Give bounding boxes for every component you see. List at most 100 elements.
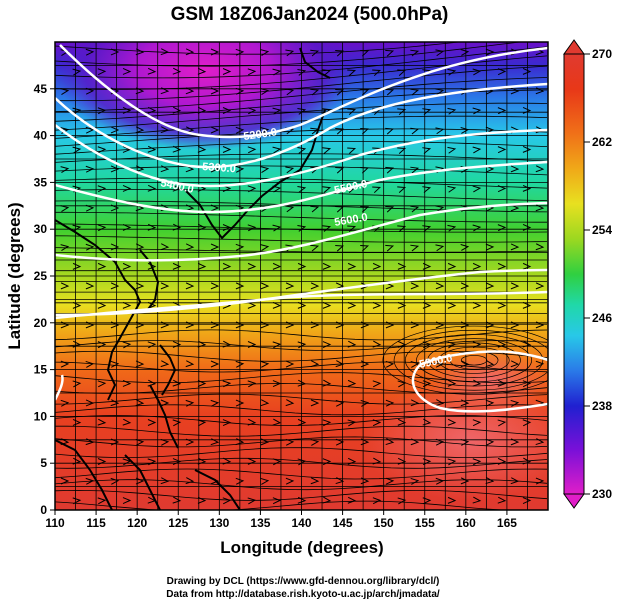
- contour-5800: [55, 290, 548, 320]
- wind-arrowhead: [285, 49, 295, 57]
- wind-arrowhead: [272, 380, 282, 388]
- wind-arrowhead: [260, 360, 270, 368]
- contour-5600: [55, 201, 548, 262]
- wind-arrowhead: [222, 497, 232, 505]
- wind-arrowhead: [272, 262, 282, 270]
- wind-arrowhead: [535, 282, 545, 290]
- wind-arrowhead: [285, 282, 295, 290]
- wind-arrowhead: [397, 225, 407, 232]
- wind-arrowhead: [310, 477, 320, 485]
- colorbar-top-arrow: [563, 39, 585, 55]
- wind-arrowhead: [135, 48, 145, 56]
- wind-arrowhead: [460, 127, 470, 134]
- wind-arrowhead: [347, 69, 357, 77]
- wind-arrowhead: [185, 399, 195, 407]
- wind-arrowhead: [210, 48, 220, 56]
- wind-arrowhead: [385, 244, 395, 252]
- wind-arrowhead: [310, 205, 320, 213]
- wind-arrowhead: [472, 458, 482, 466]
- wind-arrowhead: [247, 301, 257, 309]
- wind-arrowhead: [347, 108, 357, 116]
- wind-arrowhead: [60, 88, 70, 95]
- wind-arrowhead: [122, 379, 132, 387]
- wind-arrowhead: [210, 360, 220, 368]
- wind-arrowhead: [197, 380, 207, 387]
- wind-arrowhead: [447, 496, 457, 504]
- wind-arrowhead: [510, 399, 520, 407]
- streamline-swirl: [393, 329, 548, 391]
- wind-arrowhead: [285, 166, 295, 174]
- wind-arrowhead: [285, 360, 295, 368]
- wind-arrowhead: [435, 127, 445, 135]
- wind-arrowhead: [522, 301, 532, 309]
- wind-arrowhead: [122, 418, 132, 426]
- wind-arrowhead: [210, 126, 220, 134]
- wind-arrowhead: [172, 419, 182, 427]
- wind-arrowhead: [297, 301, 307, 309]
- wind-arrowhead: [422, 497, 432, 505]
- contour-5300: [55, 82, 548, 169]
- wind-arrowhead: [397, 262, 407, 270]
- wind-arrowhead: [547, 184, 548, 192]
- x-tick-label: 150: [374, 516, 394, 530]
- wind-arrowhead: [447, 107, 457, 115]
- wind-arrowhead: [397, 186, 407, 193]
- wind-arrowhead: [422, 341, 432, 349]
- wind-arrowhead: [85, 48, 95, 56]
- colorbar: 270 262 254 246 238 230: [563, 39, 612, 509]
- wind-arrowhead: [322, 379, 332, 387]
- wind-arrowhead: [97, 185, 107, 193]
- wind-arrowhead: [222, 146, 232, 153]
- wind-arrowhead: [547, 340, 548, 348]
- wind-arrowhead: [460, 49, 470, 56]
- wind-arrowhead: [110, 126, 120, 134]
- wind-arrowhead: [172, 67, 182, 75]
- wind-arrowhead: [347, 147, 357, 155]
- streamline-swirl: [416, 338, 532, 383]
- wind-arrowhead: [447, 262, 457, 270]
- wind-arrowhead: [297, 341, 307, 349]
- wind-arrowhead: [122, 301, 132, 309]
- wind-arrowhead: [85, 282, 95, 290]
- wind-arrowhead: [447, 146, 457, 154]
- wind-arrowhead: [447, 341, 457, 349]
- wind-arrowhead: [235, 48, 245, 56]
- contour-label-5600: 5600.0: [333, 211, 368, 229]
- wind-arrowhead: [235, 399, 245, 407]
- wind-arrowhead: [322, 419, 332, 427]
- wind-arrowhead: [122, 497, 132, 505]
- wind-arrowhead: [172, 184, 182, 192]
- wind-arrowhead: [435, 282, 445, 290]
- wind-arrowhead: [372, 69, 382, 77]
- wind-arrowhead: [60, 360, 70, 368]
- wind-arrowhead: [322, 225, 332, 232]
- wind-arrowhead: [397, 147, 407, 154]
- wind-arrowhead: [297, 186, 307, 193]
- wind-arrowhead: [497, 419, 507, 427]
- wind-arrowhead: [497, 68, 507, 76]
- wind-arrowhead: [97, 497, 107, 505]
- wind-arrowhead: [135, 477, 145, 485]
- wind-arrowhead: [472, 379, 482, 387]
- contour-5700: [55, 268, 548, 317]
- wind-arrowhead: [160, 477, 170, 485]
- wind-arrowhead: [110, 165, 120, 173]
- wind-arrowhead: [472, 419, 482, 427]
- y-axis-ticks: 0 5 10 15 20 25 30 35 40 45: [34, 82, 55, 517]
- x-tick-label: 140: [291, 516, 311, 530]
- wind-arrowhead: [547, 301, 548, 309]
- wind-arrowhead: [335, 477, 345, 485]
- wind-arrowhead: [147, 458, 157, 466]
- wind-arrowhead: [385, 127, 395, 135]
- wind-arrowhead: [172, 262, 182, 270]
- wind-arrowhead: [147, 184, 157, 192]
- streamline-swirl: [382, 325, 548, 395]
- wind-arrowhead: [260, 399, 270, 407]
- wind-arrowhead: [410, 166, 420, 174]
- y-tick-label: 25: [34, 269, 48, 283]
- wind-arrowhead: [310, 88, 320, 96]
- wind-arrowhead: [510, 165, 520, 173]
- wind-arrowhead: [410, 360, 420, 368]
- wind-arrowhead: [247, 107, 257, 115]
- height-contours: [55, 44, 548, 413]
